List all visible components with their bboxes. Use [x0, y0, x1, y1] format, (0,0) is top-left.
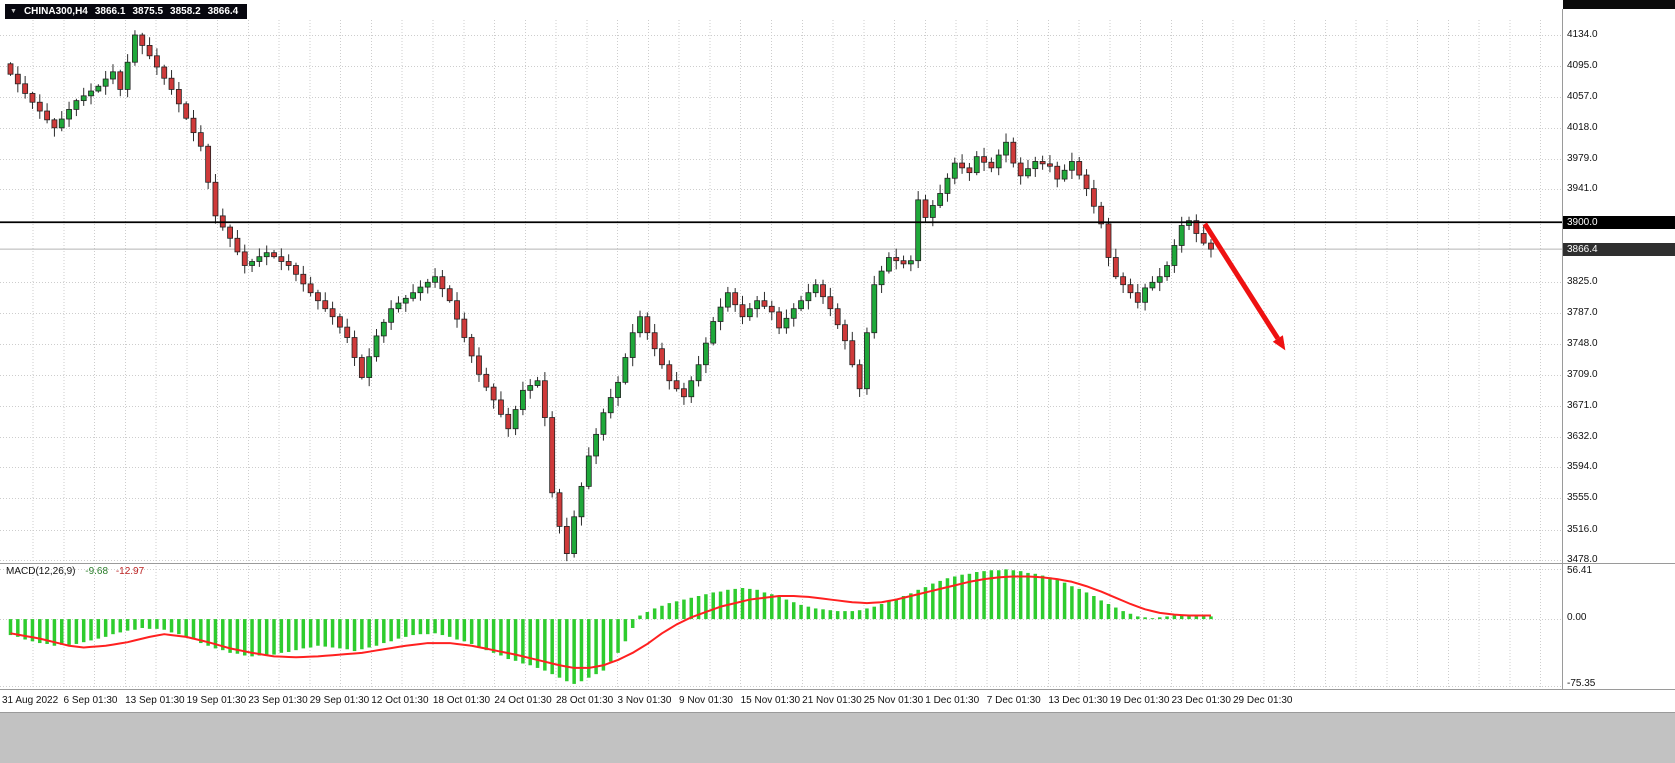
price-tick-label: 3709.0 [1567, 369, 1598, 381]
price-tick-label: 4057.0 [1567, 90, 1598, 102]
ohlc-high-value: 3875.5 [132, 5, 164, 17]
price-axis[interactable]: 3900.0 3866.4 4134.0 4095.0 4057.0 4018.0 39… [1563, 0, 1675, 690]
trend-arrow-annotation[interactable] [1202, 222, 1286, 351]
price-tick-label: 3632.0 [1567, 430, 1598, 442]
price-tick-label: 3748.0 [1567, 337, 1598, 349]
candlestick-series [7, 30, 1214, 562]
axis-header-strip [1563, 0, 1675, 9]
price-tick-label: 3555.0 [1567, 492, 1598, 504]
symbol-timeframe-label: CHINA300,H4 [23, 5, 88, 17]
macd-axis-zero: 0.00 [1567, 612, 1587, 623]
date-tick-label: 29 Sep 01:30 [309, 695, 370, 706]
macd-histogram [8, 569, 1213, 684]
date-tick-label: 21 Nov 01:30 [802, 695, 862, 706]
macd-signal-value: -12.97 [115, 566, 145, 577]
date-axis[interactable]: 31 Aug 2022 6 Sep 01:30 13 Sep 01:30 19 Sep… [0, 691, 1675, 712]
price-tick-label: 4134.0 [1567, 29, 1598, 40]
date-tick-label: 13 Sep 01:30 [125, 695, 185, 706]
hline-price-label: 3900.0 [1563, 216, 1675, 229]
price-tick-label: 3594.0 [1567, 461, 1598, 473]
date-tick-label: 28 Oct 01:30 [555, 695, 614, 706]
price-tick-label: 3825.0 [1567, 276, 1598, 288]
macd-main-value: -9.68 [85, 566, 109, 577]
date-tick-label: 19 Dec 01:30 [1109, 695, 1170, 706]
chart-dropdown-icon[interactable]: ▼ [10, 7, 17, 15]
date-tick-label: 25 Nov 01:30 [863, 695, 924, 706]
price-tick-label: 3671.0 [1567, 399, 1598, 411]
chart-symbol-header: ▼ CHINA300,H4 3866.1 3875.5 3858.2 3866.… [5, 4, 248, 19]
date-tick-label: 18 Oct 01:30 [432, 695, 491, 706]
date-tick-label: 23 Dec 01:30 [1171, 695, 1231, 706]
date-tick-label: 3 Nov 01:30 [617, 695, 672, 706]
date-tick-label: 15 Nov 01:30 [740, 695, 801, 706]
price-tick-label: 3516.0 [1567, 523, 1598, 535]
macd-signal-line [10, 575, 1211, 669]
price-tick-label: 3979.0 [1567, 153, 1598, 165]
macd-axis-min: -75.35 [1567, 678, 1596, 689]
macd-indicator-label: MACD(12,26,9) -9.68 -12.97 [6, 566, 144, 577]
macd-name: MACD(12,26,9) [6, 566, 76, 577]
window-bottom-area [0, 712, 1675, 763]
date-tick-label: 1 Dec 01:30 [925, 695, 980, 706]
date-tick-label: 6 Sep 01:30 [63, 695, 118, 706]
price-tick-label: 4018.0 [1567, 121, 1598, 133]
bid-price-label: 3866.4 [1563, 243, 1675, 256]
macd-axis-max: 56.41 [1567, 565, 1593, 576]
price-tick-label: 3787.0 [1567, 306, 1598, 318]
date-tick-label: 9 Nov 01:30 [679, 695, 733, 706]
date-tick-label: 29 Dec 01:30 [1233, 695, 1293, 706]
price-tick-label: 3941.0 [1567, 183, 1598, 195]
grid-lines [0, 20, 1562, 689]
date-tick-label: 24 Oct 01:30 [494, 695, 552, 706]
ohlc-close-value: 3866.4 [207, 5, 239, 17]
price-tick-label: 4095.0 [1567, 60, 1598, 72]
date-tick-label: 23 Sep 01:30 [248, 695, 308, 706]
date-tick-label: 13 Dec 01:30 [1048, 695, 1108, 706]
date-tick-label: 7 Dec 01:30 [986, 695, 1041, 706]
ohlc-open-value: 3866.1 [94, 5, 126, 17]
date-tick-label: 31 Aug 2022 [2, 695, 59, 706]
price-tick-label: 3478.0 [1567, 554, 1598, 565]
panel-separators [0, 9, 1675, 690]
date-tick-label: 19 Sep 01:30 [186, 695, 247, 706]
ohlc-low-value: 3858.2 [170, 5, 201, 17]
date-tick-label: 12 Oct 01:30 [371, 695, 429, 706]
